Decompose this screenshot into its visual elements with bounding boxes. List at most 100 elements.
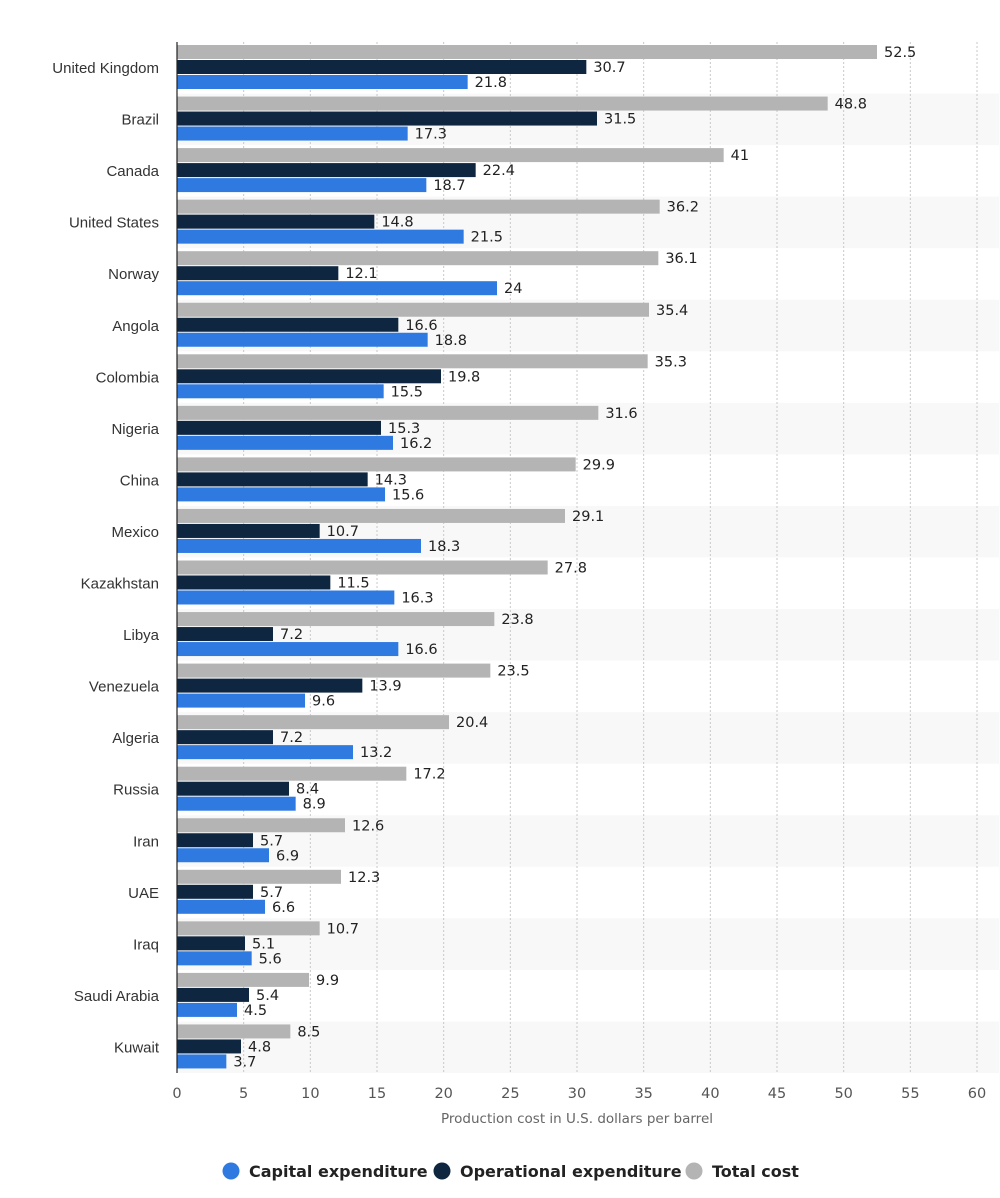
category-label: Nigeria <box>111 421 159 438</box>
bar-capital-expenditure <box>177 487 385 502</box>
bar-operational-expenditure <box>177 936 245 951</box>
bar-operational-expenditure <box>177 266 339 281</box>
bar-capital-expenditure <box>177 796 296 811</box>
value-labels: 52.5 48.8 41 36.2 36.1 35.4 35.3 31.6 29.9 29.1 27… <box>233 45 916 1070</box>
legend-marker <box>222 1162 240 1180</box>
data-label: 36.2 <box>667 200 699 216</box>
bar-total-cost <box>177 921 320 936</box>
data-label: 35.4 <box>656 303 688 319</box>
x-tick-label: 15 <box>368 1086 386 1102</box>
bar-total-cost <box>177 1024 291 1039</box>
bars <box>177 45 877 1069</box>
data-label: 31.5 <box>604 112 636 128</box>
data-label: 17.2 <box>413 767 445 783</box>
data-label: 5.7 <box>260 885 283 901</box>
data-label: 41 <box>731 148 749 164</box>
bar-capital-expenditure <box>177 642 399 657</box>
data-label: 29.9 <box>583 457 615 473</box>
category-labels: United Kingdom Brazil Canada United States N… <box>52 60 160 1056</box>
bar-capital-expenditure <box>177 332 428 347</box>
data-label: 8.9 <box>303 797 326 813</box>
bar-operational-expenditure <box>177 60 587 74</box>
bar-capital-expenditure <box>177 899 265 914</box>
data-label: 20.4 <box>456 715 488 731</box>
bar-capital-expenditure <box>177 590 395 605</box>
bar-operational-expenditure <box>177 317 399 332</box>
data-label: 23.8 <box>501 612 533 628</box>
x-tick-label: 40 <box>701 1086 719 1102</box>
data-label: 8.4 <box>296 782 319 798</box>
bar-operational-expenditure <box>177 420 381 435</box>
bar-operational-expenditure <box>177 627 273 642</box>
data-label: 30.7 <box>593 60 625 76</box>
bar-operational-expenditure <box>177 884 253 899</box>
bar-total-cost <box>177 302 649 317</box>
data-label: 35.3 <box>655 354 687 370</box>
bar-total-cost <box>177 612 495 627</box>
category-label: Kuwait <box>114 1039 160 1056</box>
bar-total-cost <box>177 715 449 730</box>
data-label: 5.6 <box>259 951 282 967</box>
category-label: UAE <box>128 885 159 902</box>
bar-total-cost <box>177 405 599 420</box>
x-axis-title: Production cost in U.S. dollars per barr… <box>441 1111 713 1127</box>
bar-total-cost <box>177 869 341 884</box>
legend-item-total-cost[interactable]: Total cost <box>685 1162 800 1181</box>
data-label: 15.5 <box>391 384 423 400</box>
bar-capital-expenditure <box>177 281 497 296</box>
category-label: Venezuela <box>89 679 160 696</box>
data-label: 21.5 <box>471 230 503 246</box>
category-label: Iran <box>133 833 159 850</box>
data-label: 52.5 <box>884 45 916 61</box>
bar-capital-expenditure <box>177 693 305 708</box>
category-label: Algeria <box>112 730 159 747</box>
data-label: 16.2 <box>400 436 432 452</box>
category-label: Canada <box>106 163 159 180</box>
bar-capital-expenditure <box>177 178 427 193</box>
data-label: 16.6 <box>405 318 437 334</box>
bar-capital-expenditure <box>177 435 393 450</box>
data-label: 16.3 <box>401 591 433 607</box>
row-band <box>177 1021 999 1073</box>
x-tick-label: 55 <box>901 1086 919 1102</box>
bar-operational-expenditure <box>177 523 320 538</box>
data-label: 12.1 <box>345 266 377 282</box>
bar-capital-expenditure <box>177 538 421 553</box>
category-label: United States <box>69 215 159 232</box>
x-tick-label: 0 <box>172 1086 181 1102</box>
bar-operational-expenditure <box>177 575 331 590</box>
data-label: 12.3 <box>348 870 380 886</box>
bar-capital-expenditure <box>177 951 252 966</box>
bar-capital-expenditure <box>177 229 464 244</box>
bar-capital-expenditure <box>177 745 353 760</box>
data-label: 5.7 <box>260 833 283 849</box>
legend-item-operational-expenditure[interactable]: Operational expenditure <box>433 1162 682 1181</box>
x-tick-label: 50 <box>834 1086 852 1102</box>
bar-capital-expenditure <box>177 75 468 89</box>
legend-item-capital-expenditure[interactable]: Capital expenditure <box>222 1162 428 1181</box>
data-label: 6.9 <box>276 848 299 864</box>
data-label: 18.8 <box>435 333 467 349</box>
bar-total-cost <box>177 972 309 987</box>
data-label: 16.6 <box>405 642 437 658</box>
category-label: Colombia <box>96 369 160 386</box>
category-label: Brazil <box>121 112 159 129</box>
data-label: 36.1 <box>665 251 697 267</box>
data-label: 4.8 <box>248 1039 271 1055</box>
legend-marker <box>433 1162 451 1180</box>
bar-total-cost <box>177 508 565 523</box>
legend[interactable]: Capital expenditure Operational expenditu… <box>222 1162 800 1181</box>
bar-total-cost <box>177 251 659 266</box>
data-label: 4.5 <box>244 1003 267 1019</box>
legend-label: Capital expenditure <box>249 1162 428 1181</box>
data-label: 23.5 <box>497 664 529 680</box>
data-label: 13.9 <box>369 679 401 695</box>
bar-total-cost <box>177 457 576 472</box>
data-label: 12.6 <box>352 818 384 834</box>
bar-total-cost <box>177 354 648 369</box>
category-label: Iraq <box>133 936 159 953</box>
data-label: 8.5 <box>297 1024 320 1040</box>
bar-capital-expenditure <box>177 1002 237 1017</box>
category-label: China <box>120 472 160 489</box>
data-label: 14.8 <box>381 215 413 231</box>
